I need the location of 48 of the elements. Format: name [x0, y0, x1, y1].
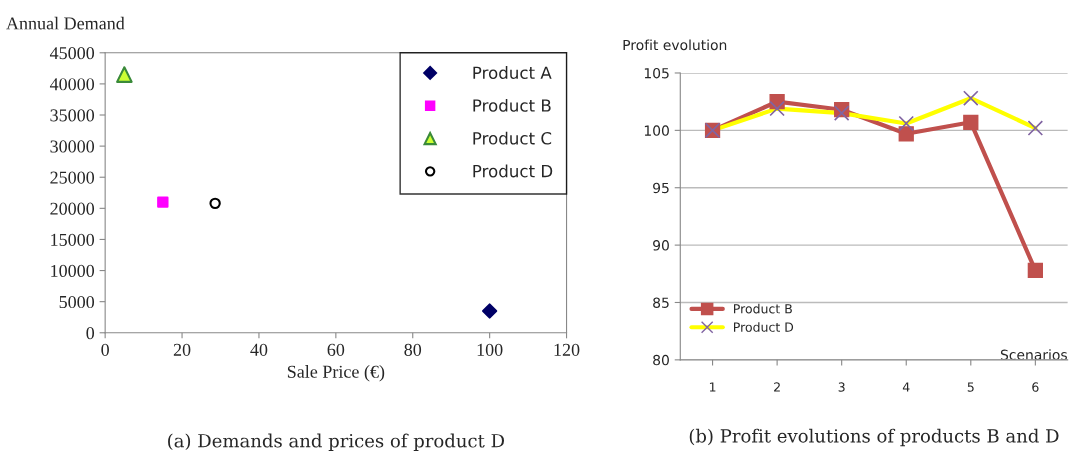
x-tick-label: 100: [477, 343, 503, 356]
point: [116, 66, 133, 83]
point: [1027, 262, 1043, 278]
x-axis-title: Sale Price (€): [287, 365, 385, 382]
y-tick-label: 95: [653, 182, 669, 194]
y-tick-label: 10000: [51, 264, 95, 277]
y-axis-title: Profit evolution: [623, 39, 727, 51]
point: [157, 196, 169, 208]
x-tick-label: 4: [902, 382, 910, 392]
point: [209, 197, 221, 210]
x-tick-label: 3: [838, 382, 845, 392]
y-axis-title: Annual Demand: [6, 16, 125, 30]
x-tick-label: 0: [101, 343, 109, 356]
x-tick-label: 5: [967, 382, 974, 392]
x-tick-label: 120: [554, 343, 580, 356]
x-tick-label: 80: [404, 343, 422, 356]
point: [898, 126, 914, 142]
y-tick-label: 105: [644, 67, 669, 79]
y-tick-label: 15000: [51, 233, 95, 246]
text: (b) Profit evolutions of products B and D: [689, 428, 1059, 447]
point: [963, 114, 979, 130]
y-tick-label: 80: [653, 354, 669, 366]
legend-label: Product D: [473, 164, 553, 178]
y-tick-label: 100: [644, 125, 669, 136]
x-tick-label: 6: [1032, 382, 1039, 392]
x-tick-label: 1: [709, 382, 716, 392]
y-tick-label: 85: [653, 297, 669, 308]
point: [482, 303, 498, 319]
text: (a) Demands and prices of product D: [168, 433, 505, 452]
legend-label: Product C: [473, 131, 552, 145]
legend-label: Product D: [734, 322, 794, 332]
x-tick-label: 40: [250, 343, 268, 356]
y-tick-label: 90: [653, 240, 669, 251]
x-axis-title: Scenarios: [1000, 349, 1067, 361]
y-tick-label: 20000: [50, 202, 95, 215]
x-tick-label: 60: [327, 343, 345, 356]
y-tick-label: 0: [86, 327, 95, 340]
legend-label: Product B: [734, 303, 792, 314]
y-tick-label: 5000: [59, 295, 95, 309]
legend-label: Product A: [473, 66, 552, 80]
y-tick-label: 45000: [49, 47, 95, 60]
legend-label: Product B: [473, 98, 551, 112]
y-tick-label: 25000: [50, 171, 95, 184]
x-tick-label: 2: [774, 382, 780, 392]
y-tick-label: 40000: [49, 78, 95, 91]
y-tick-label: 30000: [50, 140, 95, 153]
x-tick-label: 20: [173, 343, 191, 356]
y-tick-label: 35000: [50, 109, 95, 122]
